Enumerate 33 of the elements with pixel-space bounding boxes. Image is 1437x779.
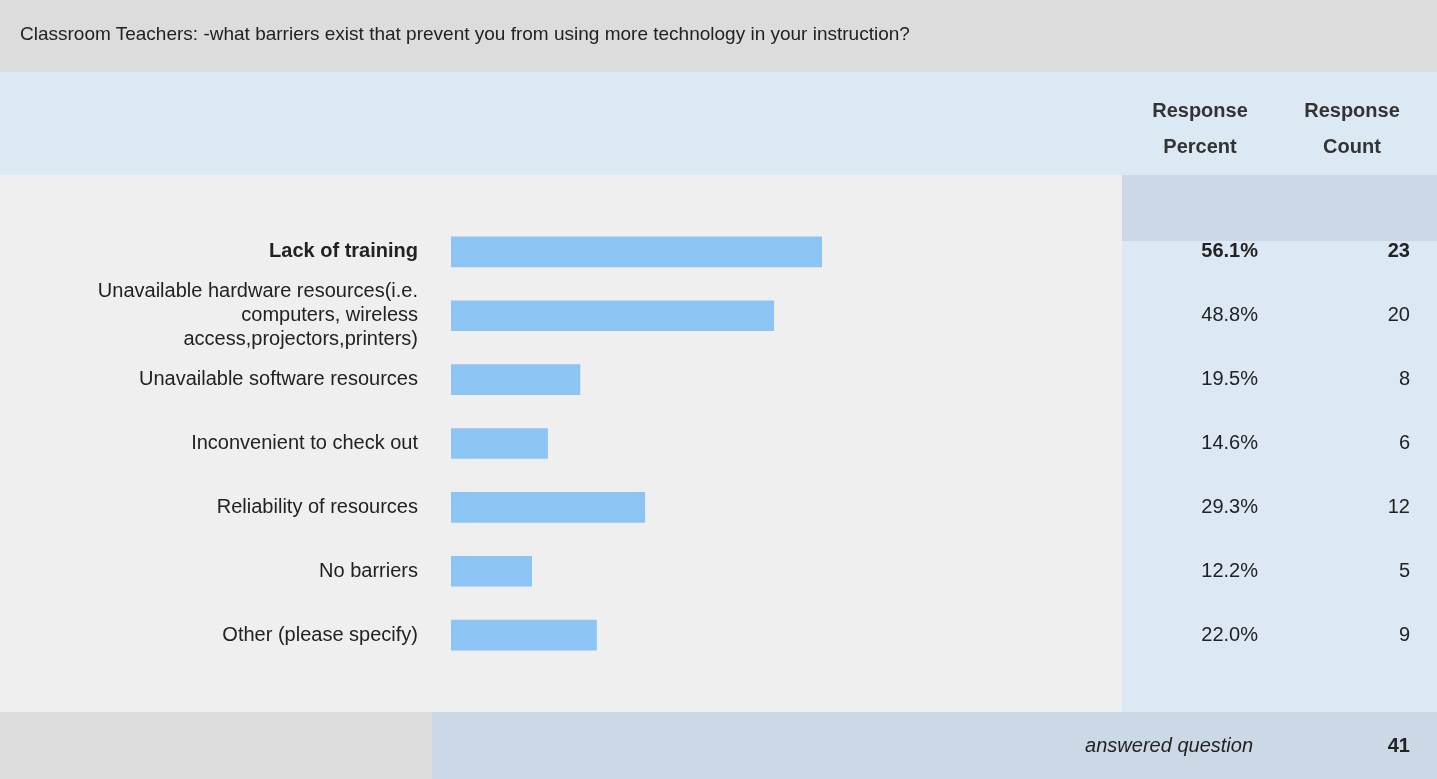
- data-label: 14.6%: [1201, 431, 1259, 454]
- bar: [451, 619, 597, 651]
- text: 41: [1387, 734, 1410, 757]
- text: 6: [1398, 431, 1410, 454]
- y-tick-label: Other (please specify): [222, 622, 418, 645]
- data-label: 48.8%: [1201, 303, 1259, 326]
- text: 8: [1398, 367, 1410, 390]
- text: 9: [1398, 622, 1410, 645]
- text: 5: [1398, 558, 1410, 581]
- bar: [451, 555, 533, 587]
- text: 23: [1387, 239, 1410, 262]
- data-label: 12.2%: [1201, 558, 1259, 581]
- y-tick-label: Inconvenient to check out: [191, 431, 419, 454]
- y-tick-label: Unavailable hardware resources(i.e. computers, wireless access,projectors,printers): [97, 279, 418, 350]
- data-label: 29.3%: [1201, 494, 1259, 517]
- text: Response Percent: [1151, 98, 1249, 159]
- text: Response Count: [1303, 98, 1401, 159]
- bar: [451, 364, 581, 395]
- bar: [451, 300, 775, 332]
- bar: [451, 236, 822, 268]
- y-tick-label: No barriers: [319, 558, 418, 581]
- text: 20: [1387, 303, 1410, 326]
- data-label: 56.1%: [1201, 239, 1259, 262]
- text: 12: [1387, 494, 1410, 517]
- bar: [451, 492, 646, 523]
- y-tick-label: Unavailable software resources: [138, 367, 418, 390]
- text: answered question: [1085, 734, 1253, 757]
- y-tick-label: Lack of training: [269, 239, 418, 262]
- chart-title: Classroom Teachers: -what barriers exist that prevent you from using more technology in your instruction?: [20, 23, 910, 45]
- y-tick-label: Reliability of resources: [216, 494, 418, 517]
- bar: [451, 428, 548, 459]
- data-label: 19.5%: [1201, 367, 1259, 390]
- data-label: 22.0%: [1201, 622, 1259, 645]
